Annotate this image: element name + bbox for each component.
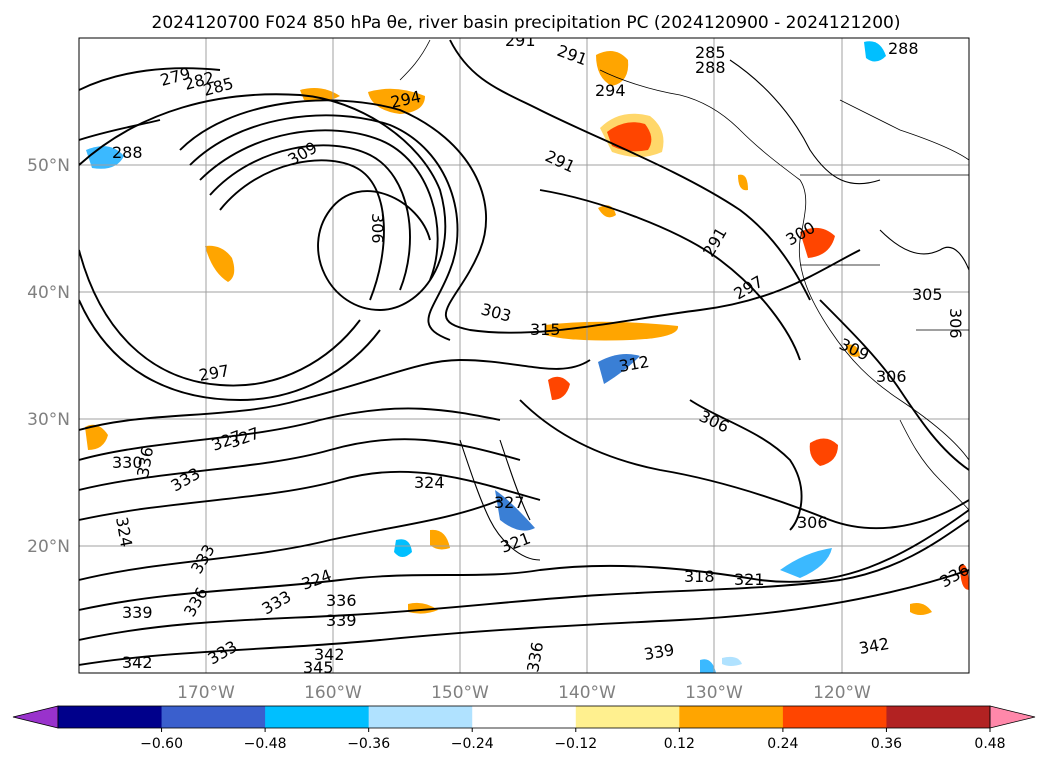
coastlines: [399, 39, 969, 511]
positive-anomaly-patch: [800, 227, 835, 258]
figure-title: 2024120700 F024 850 hPa θe, river basin …: [152, 13, 901, 33]
colorbar-segment: [161, 706, 266, 728]
colorbar-tick-label: −0.60: [140, 736, 183, 752]
colorbar-segment: [782, 706, 887, 728]
contour-label: 339: [326, 611, 357, 630]
colorbar: −0.60 −0.48 −0.36 −0.24 −0.12 0.12 0.24 0.36 0.4…: [12, 705, 1036, 752]
contour-label: 321: [734, 570, 765, 589]
positive-anomaly-patch: [430, 529, 450, 550]
colorbar-tick-label: −0.36: [347, 736, 390, 752]
contour-label: 306: [876, 367, 907, 386]
gridlines: [79, 38, 969, 673]
positive-anomaly-patch: [300, 88, 340, 102]
colorbar-tick-label: 0.48: [974, 736, 1005, 752]
colorbar-segment: [58, 706, 163, 728]
colorbar-tick-label: 0.24: [767, 736, 798, 752]
contour-label: 336: [326, 591, 357, 610]
colorbar-segment: [265, 706, 370, 728]
positive-anomaly-patch: [607, 122, 652, 152]
lat-tick-label: 20°N: [27, 537, 70, 557]
colorbar-border: [57, 705, 991, 729]
contour-label: 288: [695, 58, 726, 77]
contour-label: 306: [797, 513, 828, 532]
contour-label: 318: [684, 567, 715, 586]
lat-tick-label: 50°N: [27, 156, 70, 176]
contour-label: 345: [303, 658, 334, 677]
colorbar-tick-label: 0.36: [871, 736, 902, 752]
contour-label: 306: [368, 213, 387, 244]
map-background: [79, 38, 969, 673]
positive-anomaly-patch: [545, 321, 679, 341]
lon-tick-label: 140°W: [558, 683, 616, 703]
colorbar-tick-label: 0.12: [664, 736, 695, 752]
lon-tick-label: 120°W: [813, 683, 871, 703]
negative-anomaly-patch: [864, 41, 886, 62]
negative-anomaly-patch: [722, 656, 742, 666]
colorbar-segment: [368, 706, 473, 728]
positive-anomaly-patch: [809, 438, 838, 466]
negative-anomaly-patch: [780, 548, 832, 578]
colorbar-tick-label: −0.48: [244, 736, 287, 752]
negative-anomaly-patch: [598, 354, 640, 384]
contour-label: 315: [530, 320, 561, 339]
contour-label: 294: [595, 81, 626, 100]
negative-anomaly-patch: [495, 490, 535, 531]
colorbar-segment: [472, 706, 577, 728]
contour-label: 306: [946, 308, 965, 339]
colorbar-segments: [12, 705, 1036, 729]
colorbar-tick-label: −0.12: [554, 736, 597, 752]
theta-e-contours: [79, 39, 969, 666]
colorbar-tick-label: −0.24: [451, 736, 494, 752]
positive-anomaly-patch: [910, 603, 932, 615]
negative-anomaly-patch: [700, 659, 716, 673]
positive-anomaly-patch: [205, 245, 235, 282]
colorbar-extend-high: [989, 705, 1036, 729]
contour-label: 291: [505, 31, 536, 50]
longitude-labels: 170°W 160°W 150°W 140°W 130°W 120°W: [177, 683, 871, 703]
contour-label: 285: [695, 43, 726, 62]
lon-tick-label: 170°W: [177, 683, 235, 703]
positive-anomaly-patch: [368, 88, 425, 114]
negative-anomaly-patch: [394, 539, 412, 557]
precip-pc-shading: [85, 41, 969, 673]
contour-label: 330: [112, 453, 143, 472]
contour-label: 324: [414, 473, 445, 492]
contour-label: 305: [912, 285, 943, 304]
lat-tick-label: 30°N: [27, 410, 70, 430]
lon-tick-label: 130°W: [685, 683, 743, 703]
contour-label: 288: [888, 39, 919, 58]
lat-tick-label: 40°N: [27, 283, 70, 303]
lon-tick-label: 150°W: [431, 683, 489, 703]
contour-label: 288: [112, 143, 143, 162]
contour-label: 327: [494, 493, 525, 512]
contour-label: 339: [122, 603, 153, 622]
lon-tick-label: 160°W: [304, 683, 362, 703]
colorbar-segment: [679, 706, 784, 728]
positive-anomaly-patch: [596, 51, 629, 86]
colorbar-segment: [575, 706, 680, 728]
colorbar-ticks: −0.60 −0.48 −0.36 −0.24 −0.12 0.12 0.24 0.36 0.4…: [140, 728, 1006, 752]
colorbar-segment: [886, 706, 991, 728]
positive-anomaly-patch: [548, 376, 570, 400]
contour-label: 342: [122, 653, 153, 672]
map-frame: [78, 37, 970, 674]
positive-anomaly-patch: [846, 344, 860, 357]
latitude-labels: 50°N 40°N 30°N 20°N: [27, 156, 70, 557]
positive-anomaly-patch: [738, 174, 748, 191]
colorbar-extend-low: [12, 705, 59, 729]
positive-anomaly-patch: [85, 424, 108, 450]
map-area: 291 291 285 288 288 279 282 285 294 294 …: [78, 31, 970, 677]
contour-label: 342: [314, 645, 345, 664]
